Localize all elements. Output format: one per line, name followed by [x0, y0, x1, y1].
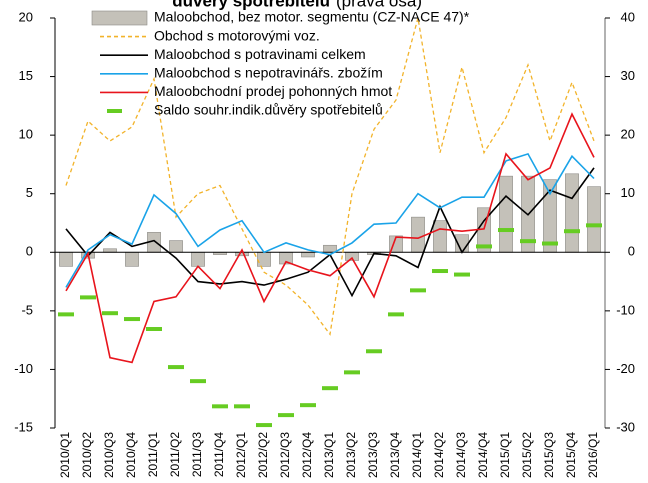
x-tick-label: 2013/Q1 — [322, 432, 336, 478]
y-tick-label: 0 — [26, 244, 33, 259]
chart-title: důvěry spotřebitelů — [172, 0, 330, 10]
series-line — [65, 152, 595, 288]
bar — [59, 251, 73, 267]
legend-swatch — [91, 10, 148, 26]
y-tick-label: -5 — [21, 302, 33, 317]
bar — [125, 251, 139, 267]
x-tick-label: 2014/Q1 — [410, 432, 424, 478]
x-tick-label: 2015/Q1 — [498, 432, 512, 478]
x-tick-label: 2014/Q3 — [454, 432, 468, 478]
x-tick-label: 2015/Q4 — [564, 432, 578, 478]
y-tick-label: 15 — [19, 68, 33, 83]
y-tick-label: -15 — [14, 419, 33, 434]
x-tick-label: 2012/Q4 — [300, 432, 314, 478]
bar — [411, 216, 425, 253]
bar — [323, 244, 337, 253]
x-tick-label: 2013/Q2 — [344, 432, 358, 478]
x-tick-label: 2010/Q4 — [124, 432, 138, 478]
bar — [235, 251, 249, 257]
x-tick-label: 2011/Q2 — [168, 432, 182, 477]
y-tick-label: 5 — [26, 185, 33, 200]
x-tick-label: 2013/Q3 — [366, 432, 380, 478]
x-tick-label: 2015/Q3 — [542, 432, 556, 478]
bar — [565, 173, 579, 253]
y2-tick-label: 30 — [621, 68, 635, 83]
x-tick-label: 2014/Q4 — [476, 432, 490, 478]
y2-tick-label: 10 — [621, 185, 635, 200]
bar — [587, 186, 601, 253]
bar — [433, 220, 447, 253]
legend-label: Maloobchod s potravinami celkem — [154, 46, 366, 62]
x-tick-label: 2015/Q2 — [520, 432, 534, 478]
legend-label: Maloobchodní prodej pohonných hmot — [154, 83, 392, 99]
x-tick-label: 2011/Q3 — [190, 432, 204, 477]
legend-label: Maloobchod, bez motor. segmentu (CZ-NACE… — [154, 9, 470, 25]
x-tick-label: 2012/Q2 — [256, 432, 270, 478]
chart-subtitle: (pravá osa) — [336, 0, 422, 10]
x-tick-label: 2010/Q1 — [58, 432, 72, 478]
x-tick-label: 2014/Q2 — [432, 432, 446, 478]
bar — [301, 251, 315, 258]
legend-label: Maloobchod s nepotravinářs. zbožím — [154, 65, 383, 81]
y2-tick-label: -30 — [616, 419, 635, 434]
bar — [191, 251, 205, 267]
y-tick-label: -10 — [14, 361, 33, 376]
y-tick-label: 10 — [19, 127, 33, 142]
y-tick-label: 20 — [19, 9, 33, 24]
x-tick-label: 2010/Q3 — [102, 432, 116, 478]
y2-tick-label: 40 — [621, 9, 635, 24]
bar — [169, 240, 183, 253]
x-tick-label: 2010/Q2 — [80, 432, 94, 478]
series-line — [65, 17, 595, 336]
y2-tick-label: 0 — [628, 244, 635, 259]
y2-tick-label: -10 — [616, 302, 635, 317]
x-tick-label: 2016/Q1 — [586, 432, 600, 478]
x-tick-label: 2012/Q3 — [278, 432, 292, 478]
x-tick-label: 2012/Q1 — [234, 432, 248, 478]
bar — [257, 251, 271, 267]
series-line — [65, 112, 595, 364]
bar — [103, 248, 117, 253]
x-tick-label: 2013/Q4 — [388, 432, 402, 478]
y2-tick-label: -20 — [616, 361, 635, 376]
legend-label: Saldo souhr.indik.důvěry spotřebitelů — [154, 102, 383, 118]
x-tick-label: 2011/Q1 — [146, 432, 160, 477]
y2-tick-label: 20 — [621, 127, 635, 142]
bar — [499, 175, 513, 253]
x-tick-label: 2011/Q4 — [212, 432, 226, 477]
legend-label: Obchod s motorovými voz. — [154, 27, 320, 43]
